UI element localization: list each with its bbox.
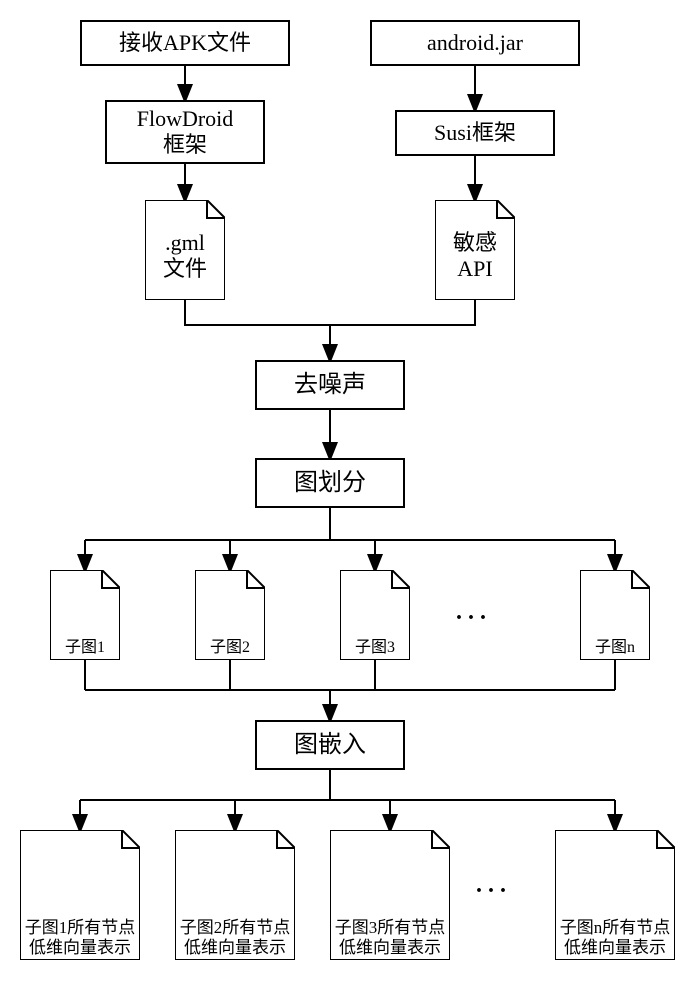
node-label: API [435,256,515,282]
node-partition: 图划分 [255,458,405,508]
file-node-outn: 子图n所有节点低维向量表示 [555,830,675,960]
file-node-gml_file: .gml文件 [145,200,225,300]
node-label: 子图2所有节点 [175,918,295,938]
node-label: 接收APK文件 [119,30,251,56]
node-apk_input: 接收APK文件 [80,20,290,66]
file-node-subn: 子图n [580,570,650,660]
node-embed: 图嵌入 [255,720,405,770]
node-label: 低维向量表示 [20,938,140,958]
node-label: 子图1所有节点 [20,918,140,938]
node-label: FlowDroid [137,106,234,132]
node-label: 低维向量表示 [175,938,295,958]
node-denoise: 去噪声 [255,360,405,410]
node-label: Susi框架 [434,120,516,146]
node-susi: Susi框架 [395,110,555,156]
node-label: 文件 [145,256,225,282]
node-label: 框架 [163,132,207,158]
node-label: 去噪声 [294,371,366,400]
file-node-sub2: 子图2 [195,570,265,660]
ellipsis: ··· [475,878,511,905]
node-label: 子图n所有节点 [555,918,675,938]
node-flowdroid: FlowDroid框架 [105,100,265,164]
node-label: 图划分 [294,469,366,498]
file-node-sub3: 子图3 [340,570,410,660]
node-label: 低维向量表示 [330,938,450,958]
file-node-out3: 子图3所有节点低维向量表示 [330,830,450,960]
node-label: 子图3 [340,638,410,657]
node-label: 子图1 [50,638,120,657]
file-node-sub1: 子图1 [50,570,120,660]
node-label: 图嵌入 [294,731,366,760]
node-label: 子图3所有节点 [330,918,450,938]
node-label: .gml [145,230,225,256]
node-label: android.jar [427,30,523,56]
node-label: 子图n [580,638,650,657]
file-node-out2: 子图2所有节点低维向量表示 [175,830,295,960]
file-node-api_file: 敏感API [435,200,515,300]
ellipsis: ··· [455,605,491,632]
node-android_jar: android.jar [370,20,580,66]
node-label: 子图2 [195,638,265,657]
file-node-out1: 子图1所有节点低维向量表示 [20,830,140,960]
node-label: 低维向量表示 [555,938,675,958]
node-label: 敏感 [435,230,515,256]
